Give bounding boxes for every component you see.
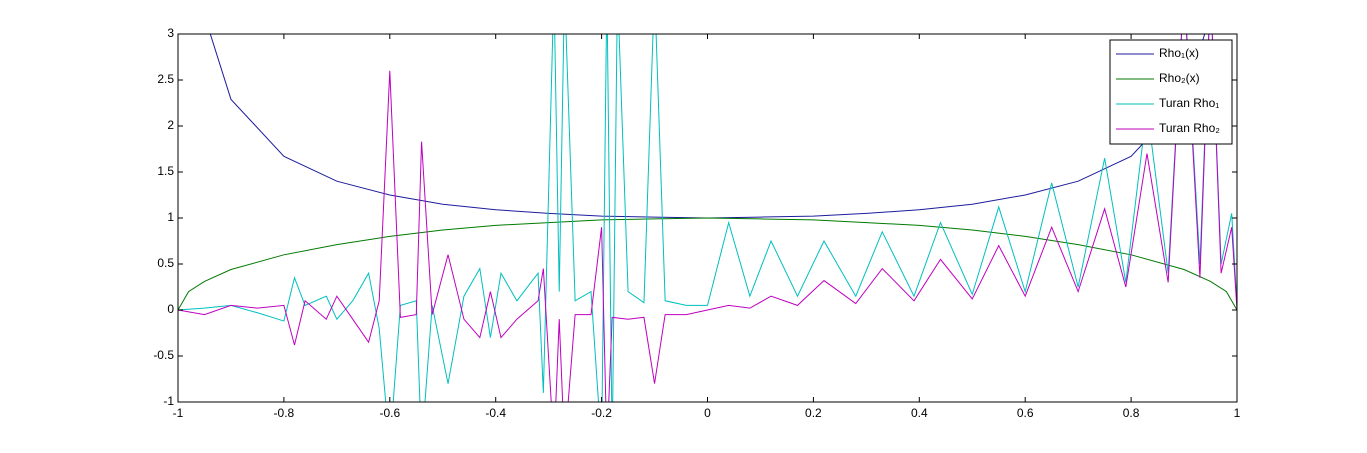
y-tick-label: 0.5: [157, 256, 174, 270]
y-tick-label: 3: [167, 26, 174, 40]
series-line: [178, 34, 1237, 402]
legend-label: Rho₁(x): [1159, 46, 1199, 60]
x-tick-label: -0.8: [274, 406, 295, 420]
legend-label: Rho₂(x): [1159, 71, 1200, 85]
x-tick-label: -0.4: [485, 406, 506, 420]
x-tick-label: -1: [173, 406, 184, 420]
plot-lines: [178, 34, 1237, 402]
series-line: [178, 34, 1237, 402]
y-tick-label: 2.5: [157, 72, 174, 86]
x-tick-label: 0.2: [805, 406, 822, 420]
x-tick-label: 1: [1234, 406, 1241, 420]
y-tick-label: -1: [163, 394, 174, 408]
x-tick-label: 0: [704, 406, 711, 420]
legend-box: [1109, 39, 1233, 145]
x-tick-label: 0.6: [1017, 406, 1034, 420]
y-tick-label: 0: [167, 302, 174, 316]
x-tick-label: -0.6: [379, 406, 400, 420]
x-tick-label: 0.4: [911, 406, 928, 420]
y-tick-label: 1.5: [157, 164, 174, 178]
y-tick-label: -0.5: [153, 348, 174, 362]
legend: Rho₁(x) Rho₂(x) Turan Rho₁ Turan Rho₂: [1109, 39, 1233, 145]
legend-label: Turan Rho₁: [1159, 96, 1219, 110]
x-tick-label: -0.2: [591, 406, 612, 420]
y-tick-label: 2: [167, 118, 174, 132]
legend-label: Turan Rho₂: [1159, 121, 1220, 135]
x-tick-label: 0.8: [1123, 406, 1140, 420]
y-tick-label: 1: [167, 210, 174, 224]
